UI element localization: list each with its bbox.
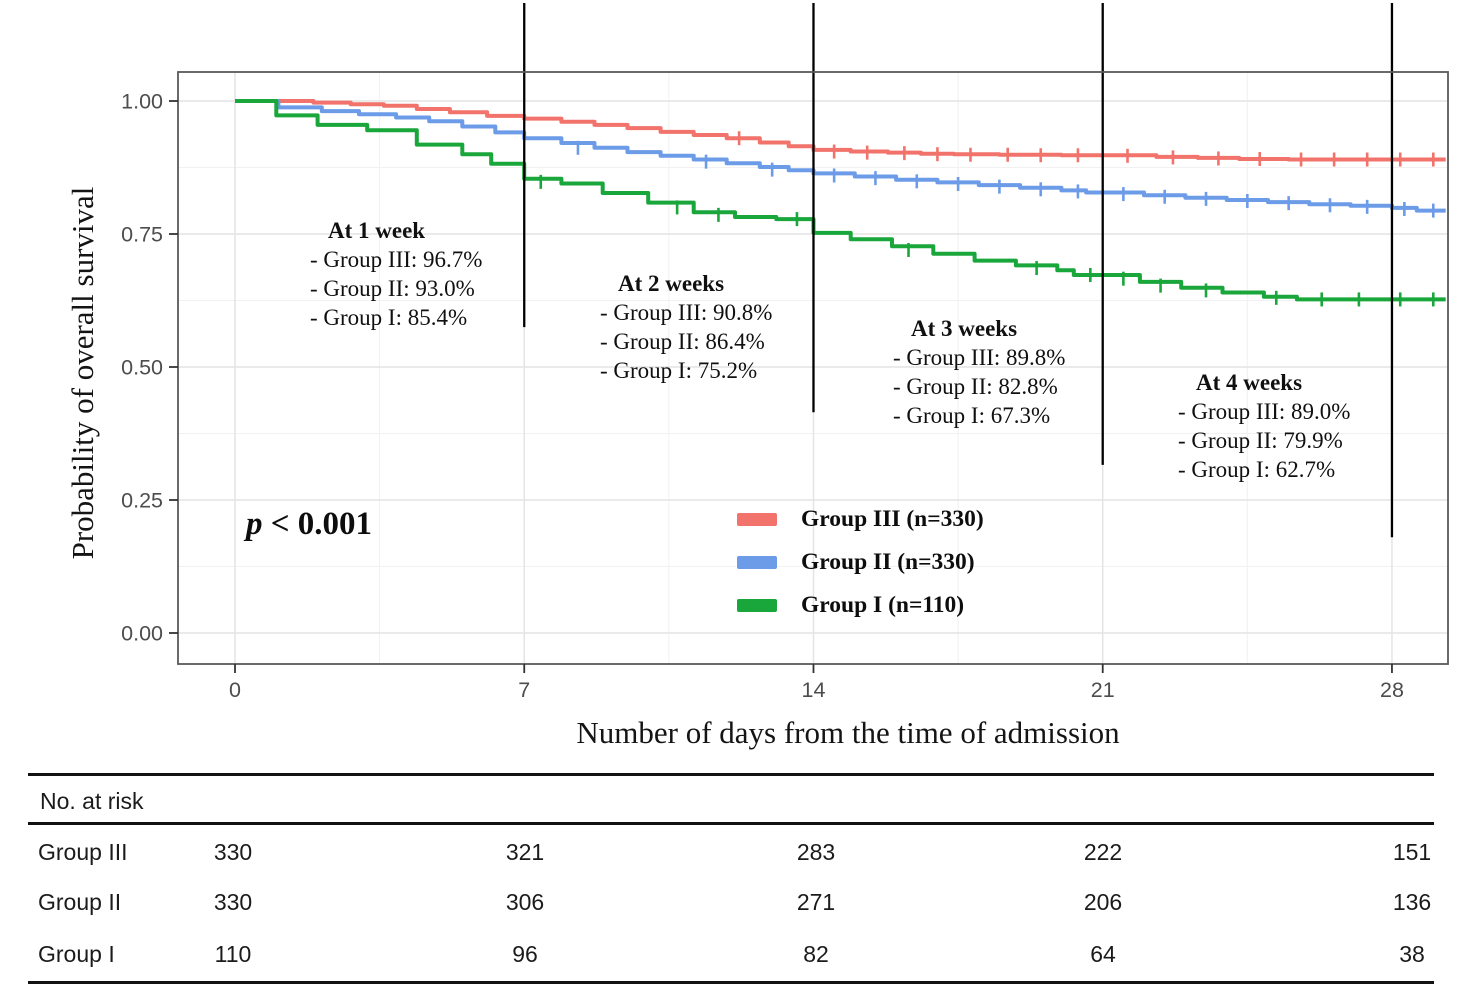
annotation-title: At 1 week (328, 218, 426, 243)
annotation-line: - Group III: 89.8% (893, 345, 1066, 370)
risk-count: 96 (512, 941, 538, 967)
annotation-line: - Group III: 89.0% (1178, 399, 1351, 424)
risk-count: 136 (1392, 889, 1432, 915)
risk-count: 82 (803, 941, 829, 967)
y-axis-ticks: 0.00 0.25 0.50 0.75 1.00 (121, 90, 178, 646)
p-value-symbol: p (246, 506, 263, 542)
annotation-title: At 4 weeks (1196, 370, 1303, 395)
risk-table-header: No. at risk (40, 788, 144, 814)
risk-table-bottom-rule (28, 981, 1434, 984)
y-tick-label: 0.75 (121, 223, 163, 247)
annotation-week-4: At 4 weeks - Group III: 89.0% - Group II… (1178, 368, 1350, 484)
censor-marks-2 (576, 140, 1435, 218)
annotation-line: - Group II: 82.8% (893, 374, 1058, 399)
legend-label: Group III (n=330) (801, 506, 984, 532)
legend-swatch-group-ii (737, 556, 777, 569)
y-tick-label: 1.00 (121, 90, 163, 114)
censor-marks-3 (539, 174, 1435, 307)
annotation-line: - Group III: 96.7% (310, 247, 483, 272)
annotation-week-2: At 2 weeks - Group III: 90.8% - Group II… (600, 269, 772, 385)
annotation-line: - Group III: 90.8% (600, 300, 773, 325)
risk-table-row: Group III 330 321 283 222 151 (0, 832, 1470, 872)
risk-count: 330 (213, 889, 253, 915)
risk-table-row: Group I 110 96 82 64 38 (0, 934, 1470, 974)
x-tick-label: 21 (1091, 678, 1115, 702)
risk-row-label: Group III (38, 839, 128, 865)
risk-count: 110 (214, 941, 252, 967)
annotation-line: - Group I: 67.3% (893, 403, 1051, 428)
annotation-line: - Group II: 93.0% (310, 276, 475, 301)
legend-item-group-iii: Group III (n=330) (737, 498, 984, 541)
x-tick-label: 0 (229, 678, 241, 702)
annotation-line: - Group I: 62.7% (1178, 457, 1336, 482)
risk-count: 271 (796, 889, 836, 915)
risk-row-label: Group II (38, 889, 122, 915)
x-tick-label: 28 (1380, 678, 1404, 702)
y-tick-label: 0.50 (121, 356, 163, 380)
annotation-line: - Group I: 85.4% (310, 305, 468, 330)
risk-count: 321 (505, 839, 545, 865)
risk-table-row: Group II 330 306 271 206 136 (0, 882, 1470, 922)
risk-count: 222 (1083, 839, 1123, 865)
p-value-label: p < 0.001 (246, 506, 372, 543)
legend-swatch-group-iii (737, 513, 777, 526)
x-axis-title: Number of days from the time of admissio… (576, 715, 1120, 750)
annotation-week-3: At 3 weeks - Group III: 89.8% - Group II… (893, 314, 1065, 430)
censor-marks-1 (737, 131, 1435, 167)
km-survival-chart: 0 7 14 21 28 0.00 0.25 0.50 0.75 1.00 (121, 3, 1449, 702)
x-tick-label: 7 (518, 678, 530, 702)
annotation-week-1: At 1 week - Group III: 96.7% - Group II:… (310, 216, 482, 332)
y-axis-title: Probability of overall survival (65, 186, 100, 560)
legend-item-group-ii: Group II (n=330) (737, 541, 984, 584)
legend-swatch-group-i (737, 599, 777, 612)
risk-count: 64 (1090, 941, 1116, 967)
legend-item-group-i: Group I (n=110) (737, 584, 984, 627)
annotation-line: - Group II: 86.4% (600, 329, 765, 354)
km-curve (235, 99, 1446, 302)
annotation-title: At 2 weeks (618, 271, 725, 296)
series-curve-3 (235, 99, 1446, 302)
risk-table-mid-rule (28, 822, 1434, 825)
annotation-line: - Group II: 79.9% (1178, 428, 1343, 453)
risk-row-label: Group I (38, 941, 115, 967)
legend-label: Group II (n=330) (801, 549, 975, 575)
x-tick-label: 14 (802, 678, 826, 702)
risk-count: 38 (1399, 941, 1425, 967)
km-curve (235, 99, 1446, 213)
risk-count: 283 (796, 839, 836, 865)
x-axis-ticks: 0 7 14 21 28 (229, 664, 1404, 702)
legend: Group III (n=330) Group II (n=330) Group… (737, 498, 984, 627)
risk-count: 206 (1083, 889, 1123, 915)
risk-count: 330 (213, 839, 253, 865)
annotation-title: At 3 weeks (911, 316, 1018, 341)
y-tick-label: 0.25 (121, 489, 163, 513)
risk-count: 151 (1392, 839, 1432, 865)
risk-count: 306 (505, 889, 545, 915)
y-tick-label: 0.00 (121, 622, 163, 646)
series-curve-2 (235, 99, 1446, 213)
annotation-line: - Group I: 75.2% (600, 358, 758, 383)
risk-table-top-rule (28, 773, 1434, 776)
legend-label: Group I (n=110) (801, 592, 965, 618)
p-value-text: < 0.001 (262, 506, 373, 542)
